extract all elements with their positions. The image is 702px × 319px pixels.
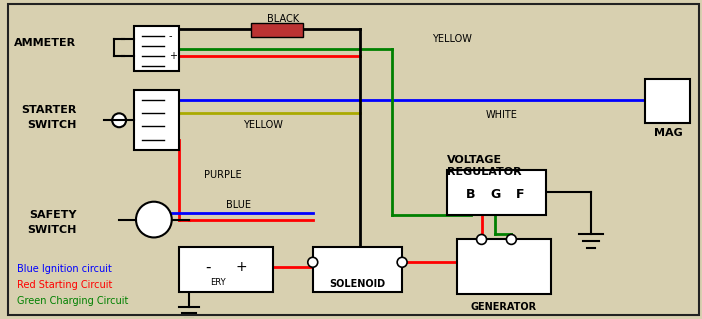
- Text: -: -: [168, 31, 172, 41]
- Circle shape: [307, 257, 318, 267]
- Text: +: +: [235, 260, 247, 274]
- Text: F: F: [516, 188, 524, 201]
- Text: AMMETER: AMMETER: [14, 38, 77, 48]
- Text: SWITCH: SWITCH: [27, 225, 77, 234]
- Text: VOLTAGE: VOLTAGE: [446, 155, 502, 165]
- Bar: [134, 26, 179, 70]
- Bar: [179, 247, 273, 292]
- Text: REGULATOR: REGULATOR: [446, 167, 522, 177]
- Text: BLUE: BLUE: [226, 200, 251, 210]
- Text: MAG: MAG: [654, 128, 682, 138]
- Circle shape: [477, 234, 486, 244]
- Text: SAFETY: SAFETY: [29, 210, 77, 219]
- Bar: [134, 91, 179, 150]
- Text: B: B: [466, 188, 475, 201]
- Text: Red Starting Circuit: Red Starting Circuit: [17, 280, 112, 290]
- Text: BLACK: BLACK: [267, 14, 299, 24]
- Bar: [313, 247, 402, 292]
- Text: YELLOW: YELLOW: [243, 120, 283, 130]
- Text: -: -: [206, 260, 211, 275]
- Text: Blue Ignition circuit: Blue Ignition circuit: [17, 264, 112, 274]
- Text: Green Charging Circuit: Green Charging Circuit: [17, 296, 128, 306]
- Text: GENERATOR: GENERATOR: [470, 302, 536, 312]
- Text: YELLOW: YELLOW: [432, 34, 472, 44]
- Bar: [457, 240, 551, 294]
- Bar: [251, 23, 303, 37]
- Circle shape: [506, 234, 516, 244]
- Text: SOLENOID: SOLENOID: [329, 279, 385, 289]
- Bar: [446, 170, 546, 215]
- Text: WHITE: WHITE: [486, 110, 517, 120]
- Circle shape: [136, 202, 172, 237]
- Bar: [645, 78, 690, 123]
- Text: G: G: [490, 188, 501, 201]
- Text: PURPLE: PURPLE: [204, 170, 241, 180]
- Text: +: +: [168, 51, 177, 61]
- Text: STARTER: STARTER: [21, 105, 77, 115]
- Circle shape: [397, 257, 407, 267]
- Text: SWITCH: SWITCH: [27, 120, 77, 130]
- Circle shape: [112, 113, 126, 127]
- Text: ERY: ERY: [211, 278, 226, 287]
